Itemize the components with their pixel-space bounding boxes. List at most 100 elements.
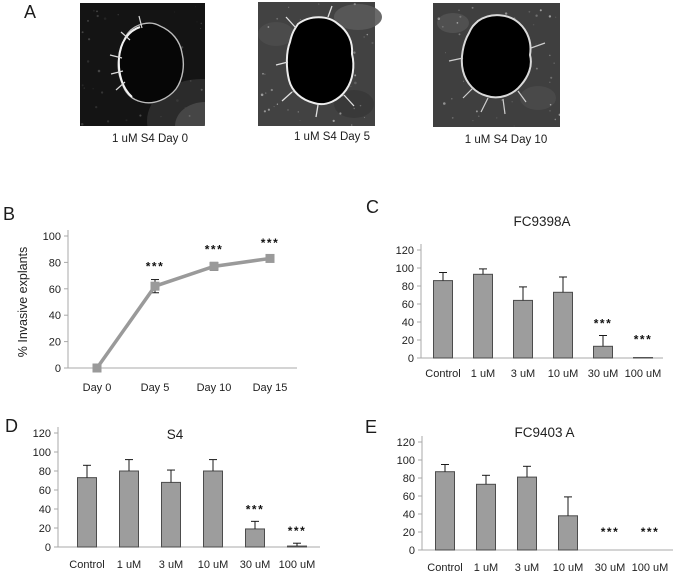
speckle [459, 33, 461, 35]
speckle [265, 93, 266, 94]
speckle [196, 21, 197, 22]
speckle [97, 15, 99, 17]
speckle [87, 60, 89, 62]
speckle [354, 82, 357, 85]
bar [477, 484, 496, 550]
y-tick-label: 100 [43, 231, 61, 243]
bar [120, 471, 139, 547]
x-category-label: Control [425, 368, 460, 380]
bar [78, 478, 97, 547]
significance-stars: *** [246, 502, 265, 516]
y-tick-label: 60 [402, 299, 414, 311]
speckle [98, 70, 101, 73]
y-tick-label: 80 [402, 281, 414, 293]
speckle [549, 55, 551, 57]
speckle [118, 14, 119, 15]
speckle [443, 102, 446, 105]
speckle [451, 98, 453, 100]
speckle [535, 15, 537, 17]
x-category-label: 1 uM [117, 559, 141, 571]
speckle [174, 11, 175, 12]
y-tick-label: 40 [39, 504, 51, 516]
explant-micrograph-day0 [80, 3, 205, 126]
speckle [101, 91, 103, 93]
speckle [536, 44, 537, 45]
x-category-label: 1 uM [474, 562, 498, 574]
y-tick-label: 20 [49, 337, 61, 349]
speckle [549, 82, 550, 83]
speckle [139, 115, 141, 117]
significance-stars: *** [641, 525, 660, 539]
explant-micrograph-day10 [433, 3, 560, 127]
speckle [204, 125, 205, 126]
speckle [268, 109, 270, 111]
speckle [176, 99, 179, 102]
figure-canvas: A B C D E 1 uM S4 Day [0, 0, 680, 583]
y-tick-label: 80 [49, 257, 61, 269]
significance-stars: *** [594, 317, 613, 331]
y-tick-label: 60 [49, 284, 61, 296]
x-category-label: 3 uM [511, 368, 535, 380]
x-category-label: Control [69, 559, 104, 571]
significance-stars: *** [601, 525, 620, 539]
speckle [457, 22, 459, 24]
speckle [445, 52, 446, 53]
significance-stars: *** [288, 524, 307, 538]
speckle [318, 3, 319, 4]
speckle [360, 105, 362, 107]
x-category-label: 10 uM [548, 368, 579, 380]
significance-stars: *** [261, 236, 280, 250]
speckle [350, 86, 351, 87]
x-category-label: Day 5 [141, 382, 170, 394]
y-tick-label: 120 [397, 437, 415, 449]
y-tick-label: 80 [403, 473, 415, 485]
micrograph-caption-day0: 1 uM S4 Day 0 [112, 133, 188, 145]
chart-title: FC9398A [513, 214, 570, 229]
fc9398a-bar-chart: 0 20 40 60 80 100 120 FC9398A Control 1 uM 3 uM 10 … [350, 200, 680, 395]
y-tick-label: 0 [408, 353, 414, 365]
speckle [200, 28, 201, 29]
bar [518, 477, 537, 550]
speckle [529, 11, 531, 13]
texture-patch [258, 22, 294, 46]
y-tick-label: 100 [33, 447, 51, 459]
x-category-label: 30 uM [595, 562, 626, 574]
speckle [458, 10, 459, 11]
speckle [268, 26, 270, 28]
speckle [354, 74, 356, 76]
speckle [472, 7, 474, 9]
speckle [353, 108, 354, 109]
significance-stars: *** [634, 333, 653, 347]
y-tick-label: 0 [55, 363, 61, 375]
speckle [549, 15, 551, 17]
speckle [107, 120, 109, 122]
data-point-marker [93, 364, 102, 373]
speckle [261, 94, 264, 97]
x-category-label: 100 uM [625, 368, 662, 380]
speckle [472, 120, 473, 121]
y-tick-label: 40 [402, 317, 414, 329]
speckle [351, 124, 353, 126]
data-point-marker [151, 282, 160, 291]
bar [594, 346, 613, 358]
texture-patch [437, 13, 469, 33]
speckle [96, 10, 98, 12]
speckle [463, 81, 464, 82]
speckle [300, 120, 301, 121]
speckle [161, 116, 162, 117]
x-category-label: 3 uM [515, 562, 539, 574]
speckle [333, 120, 335, 122]
speckle [200, 23, 202, 25]
speckle [93, 88, 94, 89]
speckle [505, 12, 507, 14]
x-category-label: 3 uM [159, 559, 183, 571]
y-tick-label: 20 [402, 335, 414, 347]
x-category-label: Day 10 [197, 382, 232, 394]
y-tick-label: 0 [45, 542, 51, 554]
speckle [559, 114, 561, 116]
y-tick-label: 40 [403, 509, 415, 521]
speckle [478, 116, 479, 117]
x-category-label: 100 uM [279, 559, 316, 571]
speckle [298, 111, 299, 112]
bar [559, 516, 578, 550]
